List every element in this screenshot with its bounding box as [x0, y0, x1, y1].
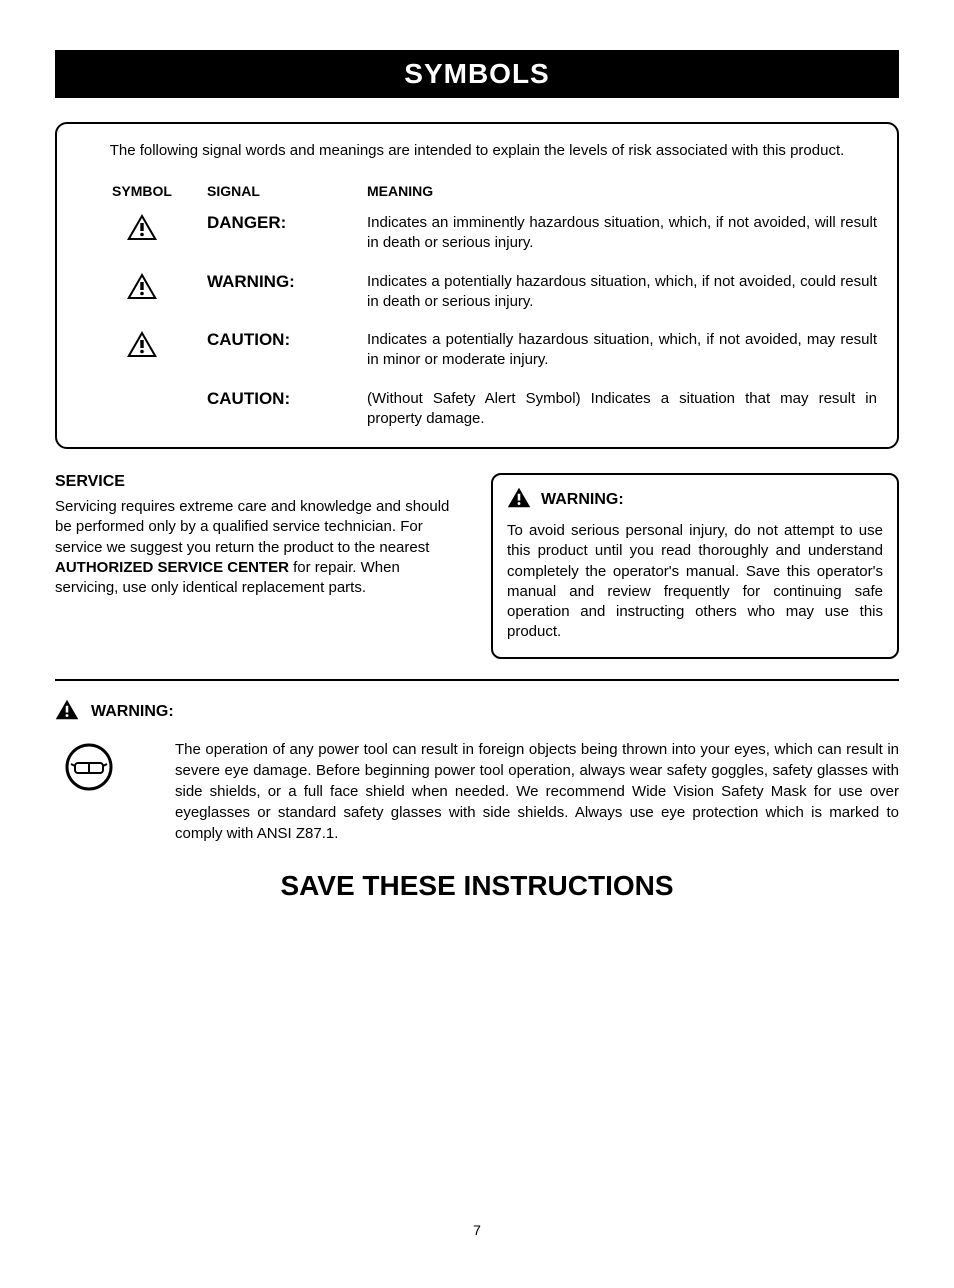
symbol-cell [77, 272, 207, 305]
signal-word: DANGER: [207, 213, 367, 233]
warning-box-text: To avoid serious personal injury, do not… [507, 521, 883, 643]
alert-triangle-icon [55, 699, 79, 725]
two-column-section: SERVICE Servicing requires extreme care … [55, 473, 899, 659]
service-text-before: Servicing requires extreme care and know… [55, 498, 449, 556]
service-bold-text: AUTHORIZED SERVICE CENTER [55, 559, 289, 576]
signal-word: CAUTION: [207, 330, 367, 350]
table-row: CAUTION: (Without Safety Alert Symbol) I… [77, 389, 877, 430]
section-divider [55, 679, 899, 681]
eye-warning-title: WARNING: [91, 703, 174, 721]
alert-triangle-icon [507, 487, 531, 513]
page-title: SYMBOLS [55, 58, 899, 90]
eye-warning-row: The operation of any power tool can resu… [55, 739, 899, 844]
col-header-signal: SIGNAL [207, 183, 367, 199]
warning-box-header: WARNING: [507, 487, 883, 513]
signal-word: WARNING: [207, 272, 367, 292]
table-header-row: SYMBOL SIGNAL MEANING [77, 183, 877, 199]
warning-box-title: WARNING: [541, 491, 624, 509]
service-column: SERVICE Servicing requires extreme care … [55, 473, 463, 659]
signal-word: CAUTION: [207, 389, 367, 409]
symbol-cell [77, 213, 207, 246]
safety-goggles-icon [55, 739, 115, 796]
symbol-cell [77, 330, 207, 363]
table-row: WARNING: Indicates a potentially hazardo… [77, 272, 877, 313]
warning-column: WARNING: To avoid serious personal injur… [491, 473, 899, 659]
table-row: DANGER: Indicates an imminently hazardou… [77, 213, 877, 254]
signal-intro-text: The following signal words and meanings … [77, 142, 877, 159]
service-heading: SERVICE [55, 473, 463, 491]
save-instructions-heading: SAVE THESE INSTRUCTIONS [55, 870, 899, 902]
meaning-text: (Without Safety Alert Symbol) Indicates … [367, 389, 877, 430]
page-number: 7 [55, 1222, 899, 1238]
eye-warning-text: The operation of any power tool can resu… [135, 739, 899, 844]
warning-callout-box: WARNING: To avoid serious personal injur… [491, 473, 899, 659]
meaning-text: Indicates an imminently hazardous situat… [367, 213, 877, 254]
eye-warning-header: WARNING: [55, 699, 899, 725]
table-row: CAUTION: Indicates a potentially hazardo… [77, 330, 877, 371]
meaning-text: Indicates a potentially hazardous situat… [367, 330, 877, 371]
signal-words-box: The following signal words and meanings … [55, 122, 899, 449]
alert-triangle-icon [126, 213, 158, 246]
alert-triangle-icon [126, 330, 158, 363]
alert-triangle-icon [126, 272, 158, 305]
col-header-meaning: MEANING [367, 183, 877, 199]
header-bar: SYMBOLS [55, 50, 899, 98]
meaning-text: Indicates a potentially hazardous situat… [367, 272, 877, 313]
signal-table: SYMBOL SIGNAL MEANING DANGER: Indicates … [77, 183, 877, 429]
service-paragraph: Servicing requires extreme care and know… [55, 497, 463, 598]
col-header-symbol: SYMBOL [77, 183, 207, 199]
